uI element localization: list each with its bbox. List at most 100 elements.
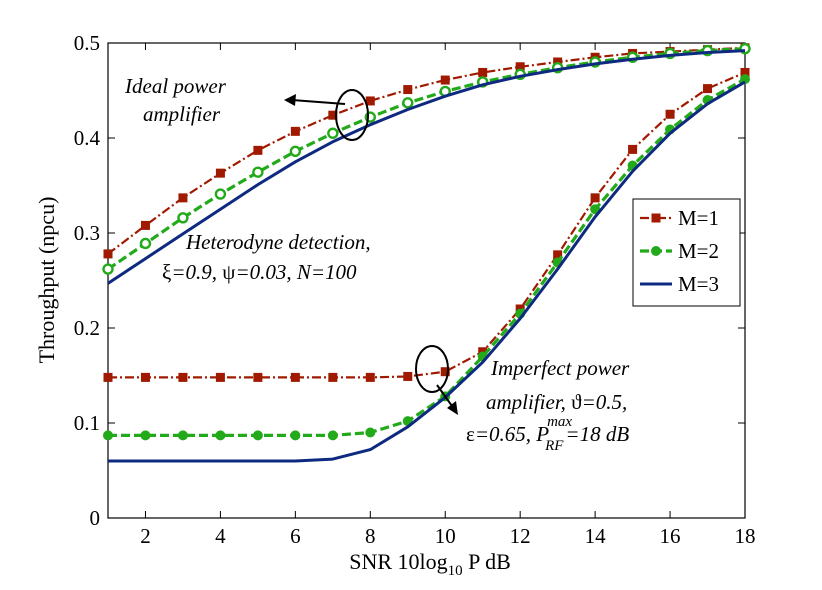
series-ideal-m3 xyxy=(107,49,746,285)
series-line-ideal-0 xyxy=(107,46,746,255)
x-axis-label-main: SNR 10log xyxy=(349,549,447,574)
point-ideal-0-2 xyxy=(178,193,188,203)
point-imperfect-3-6 xyxy=(328,372,338,382)
annotation-imperfect-arrow xyxy=(436,384,453,407)
legend-label-m3: M=3 xyxy=(678,272,719,296)
point-imperfect-4-7 xyxy=(365,427,376,438)
series-line-imperfect-5 xyxy=(108,80,746,463)
y-tick-label-3: 0.3 xyxy=(74,221,100,245)
annotation-ideal-2: amplifier xyxy=(143,102,221,126)
point-imperfect-3-17 xyxy=(740,67,750,77)
point-imperfect-3-5 xyxy=(290,372,300,382)
point-ideal-0-3 xyxy=(215,168,225,178)
annotation-imperfect-ellipse xyxy=(415,345,449,393)
annotation-imperfect-3a: =0.65, P xyxy=(475,422,549,446)
point-ideal-0-7 xyxy=(365,96,375,106)
series-line-ideal-2 xyxy=(107,49,746,285)
point-ideal-1-1 xyxy=(139,237,152,250)
annotation-imperfect-sup: max xyxy=(547,414,572,430)
point-ideal-0-9 xyxy=(440,75,450,85)
annotation-ideal-arrowhead xyxy=(284,94,296,106)
series-line-imperfect-3 xyxy=(108,71,746,379)
point-ideal-1-3 xyxy=(214,188,227,200)
point-imperfect-4-4 xyxy=(252,430,263,441)
x-axis-label-tail: P dB xyxy=(463,549,511,574)
point-ideal-1-6 xyxy=(327,127,339,139)
point-imperfect-3-8 xyxy=(403,371,413,381)
annotation-imperfect-3b: =18 dB xyxy=(565,422,629,446)
point-imperfect-3-14 xyxy=(628,144,638,154)
point-imperfect-3-3 xyxy=(215,372,225,382)
point-ideal-1-5 xyxy=(289,145,302,158)
series-ideal-m2 xyxy=(102,43,751,275)
y-axis-label: Throughput (npcu) xyxy=(34,197,59,364)
point-ideal-1-0 xyxy=(102,263,114,275)
legend-label-m1: M=1 xyxy=(678,206,719,230)
series-imperfect-m3 xyxy=(108,80,746,463)
point-ideal-0-11 xyxy=(515,62,525,72)
legend-label-m2: M=2 xyxy=(678,239,719,263)
point-imperfect-4-6 xyxy=(327,430,338,441)
series-layer xyxy=(102,43,751,463)
annotation-imperfect-2b: =0.5, xyxy=(582,390,628,414)
x-tick-label-16: 16 xyxy=(660,524,681,548)
annotation-imperfect-theta: ϑ xyxy=(571,390,582,414)
point-imperfect-3-0 xyxy=(103,372,113,382)
annotation-hetero-2: ξ=0.9, ψ=0.03, N=100 xyxy=(162,260,357,284)
series-line-imperfect-4 xyxy=(108,77,746,437)
annotation-ideal-arrow xyxy=(291,99,346,105)
point-imperfect-3-4 xyxy=(253,372,263,382)
point-imperfect-3-2 xyxy=(178,372,188,382)
point-imperfect-3-16 xyxy=(703,84,713,94)
point-imperfect-3-1 xyxy=(140,372,150,382)
x-tick-label-2: 2 xyxy=(140,524,151,548)
y-tick-label-0: 0 xyxy=(90,506,101,530)
y-tick-label-1: 0.1 xyxy=(74,411,100,435)
legend-samples xyxy=(640,213,672,286)
point-imperfect-3-15 xyxy=(665,109,675,119)
legend-sample-marker-0 xyxy=(651,213,661,223)
annotation-hetero-rest: =0.03, N=100 xyxy=(235,260,357,284)
point-imperfect-4-5 xyxy=(290,430,301,441)
x-axis-label-sub: 10 xyxy=(448,563,463,579)
x-axis-label: SNR 10log10 P dB xyxy=(349,549,511,579)
point-ideal-0-10 xyxy=(478,67,488,77)
annotation-hetero-xi: ξ xyxy=(162,260,171,284)
point-ideal-1-2 xyxy=(177,212,189,224)
x-tick-label-18: 18 xyxy=(735,524,756,548)
point-imperfect-3-13 xyxy=(590,193,600,203)
annotation-imperfect-eps: ε xyxy=(466,422,475,446)
annotation-imperfect-arrowhead xyxy=(447,401,458,415)
annotation-imperfect-3: ε=0.65, Pmax RF=18 dB xyxy=(466,414,629,454)
point-imperfect-3-7 xyxy=(365,372,375,382)
legend-sample-marker-1 xyxy=(651,246,661,256)
annotation-hetero-psi: ψ xyxy=(222,260,235,284)
annotation-imperfect-2: amplifier, ϑ=0.5, xyxy=(486,390,627,414)
series-line-ideal-1 xyxy=(107,47,746,271)
annotation-imperfect-1: Imperfect power xyxy=(490,356,630,380)
x-tick-label-12: 12 xyxy=(510,524,531,548)
point-ideal-0-0 xyxy=(103,249,113,259)
annotation-ideal-1: Ideal power xyxy=(124,74,227,98)
point-ideal-1-8 xyxy=(402,97,414,109)
x-tick-label-8: 8 xyxy=(365,524,376,548)
annotation-imperfect-sub: RF xyxy=(544,438,564,454)
point-imperfect-4-2 xyxy=(177,430,188,441)
point-ideal-0-4 xyxy=(253,145,263,155)
y-tick-label-4: 0.4 xyxy=(74,126,101,150)
axis-ticks: 2 4 6 8 10 12 14 16 18 0 0.1 0.2 0.3 0.4 0.5 xyxy=(74,31,756,548)
point-ideal-1-4 xyxy=(252,166,264,178)
point-imperfect-4-1 xyxy=(140,430,151,441)
y-tick-label-5: 0.5 xyxy=(74,31,100,55)
legend: M=1 M=2 M=3 xyxy=(632,198,741,307)
annotation-hetero-xi-val: =0.9, xyxy=(171,260,222,284)
x-tick-label-14: 14 xyxy=(585,524,607,548)
x-tick-label-10: 10 xyxy=(435,524,456,548)
point-imperfect-3-12 xyxy=(553,250,563,260)
legend-box xyxy=(632,198,741,307)
y-tick-label-2: 0.2 xyxy=(74,316,100,340)
point-imperfect-4-17 xyxy=(740,74,750,85)
point-imperfect-4-0 xyxy=(103,430,113,441)
point-ideal-0-1 xyxy=(140,220,150,230)
